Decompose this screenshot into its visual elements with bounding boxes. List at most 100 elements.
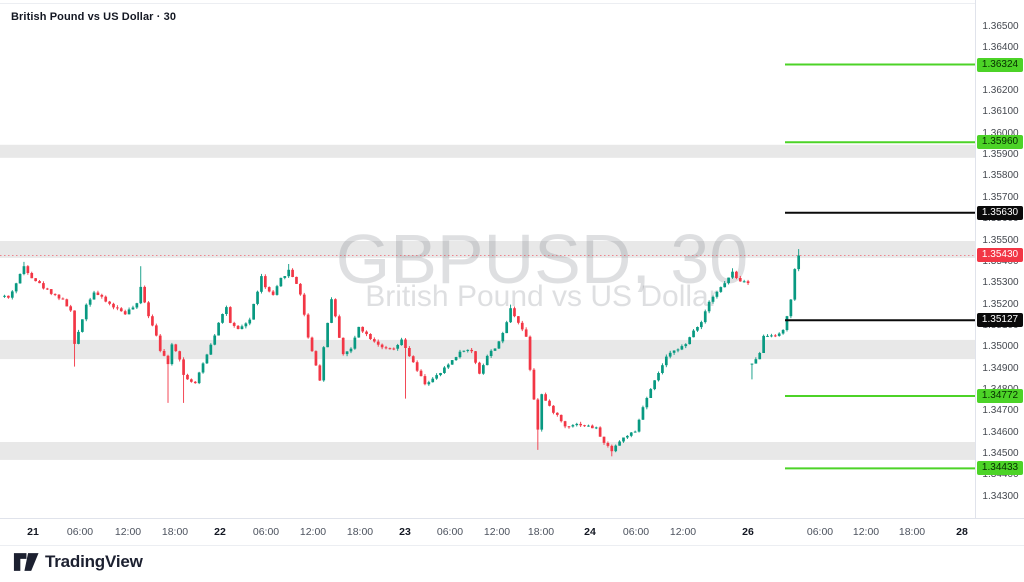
candle-body — [88, 299, 92, 305]
logo-strip: TradingView — [0, 545, 1024, 582]
candle-body — [334, 299, 337, 317]
candle-body — [26, 266, 30, 273]
price-tick-label: 1.35200 — [982, 299, 1019, 310]
tradingview-logo-text: TradingView — [45, 552, 143, 571]
candle-body — [485, 355, 489, 366]
candle-body — [692, 330, 695, 338]
candle-body — [232, 322, 236, 326]
candle-body — [92, 292, 96, 300]
candle-body — [415, 362, 419, 371]
candle-body — [567, 426, 571, 428]
price-level-lines[interactable] — [0, 63, 975, 470]
candle-body — [439, 373, 442, 376]
candle-body — [108, 301, 111, 304]
candle-body — [626, 435, 629, 438]
candle-body — [186, 374, 189, 380]
candle-body — [119, 308, 123, 312]
candle-body — [392, 348, 396, 350]
candle-body — [470, 349, 474, 352]
time-tick-label: 12:00 — [852, 526, 880, 538]
price-tick-label: 1.35300 — [982, 277, 1019, 288]
candle-body — [443, 367, 446, 373]
candle-body — [478, 362, 481, 374]
candle-body — [77, 331, 80, 344]
price-axis[interactable]: 1.365001.364001.363001.362001.361001.360… — [975, 0, 1024, 518]
candle-body — [489, 350, 493, 356]
candle-body — [606, 443, 610, 446]
candle-body — [221, 314, 224, 323]
candle-body — [42, 283, 45, 289]
price-tick-label: 1.36100 — [982, 106, 1019, 117]
candle-body — [322, 347, 326, 381]
symbol-title[interactable]: British Pound vs US Dollar · 30 — [11, 11, 177, 23]
candle-body — [337, 316, 341, 338]
candle-body — [715, 291, 719, 297]
candle-body — [657, 373, 660, 381]
candle-body — [201, 363, 205, 373]
candle-body — [302, 294, 306, 315]
candle-body — [14, 283, 18, 292]
candle-body — [618, 441, 621, 446]
candle-body — [754, 359, 758, 364]
time-tick-label: 06:00 — [436, 526, 464, 538]
tradingview-logo[interactable]: TradingView — [13, 551, 143, 573]
candle-body — [225, 307, 228, 314]
candle-body — [306, 314, 310, 338]
price-tick-label: 1.35800 — [982, 170, 1019, 181]
candle-body — [65, 299, 69, 307]
candle-body — [365, 331, 368, 335]
candle-body — [517, 316, 520, 323]
candle-body — [213, 335, 217, 345]
price-tick-label: 1.34700 — [982, 405, 1019, 416]
candle-body — [197, 372, 201, 384]
candle-body — [38, 281, 41, 284]
candle-body — [295, 276, 298, 284]
candle-body — [528, 336, 532, 370]
candle-body — [602, 436, 606, 443]
time-axis[interactable]: 21 06:00 12:00 18:00 22 06:00 12:00 18:00 23 06:0… — [0, 518, 1024, 546]
candle-body — [579, 423, 583, 426]
candle-body — [598, 427, 602, 437]
zone-band — [0, 144, 975, 158]
candle-body — [454, 357, 458, 361]
candle-body — [287, 269, 291, 277]
candle-body — [501, 333, 505, 342]
candle-body — [735, 271, 738, 278]
watermark-symbol: GBPUSD, 30 — [336, 220, 748, 298]
candle-body — [474, 351, 477, 363]
price-tick-label: 1.36400 — [982, 42, 1019, 53]
candle-body — [668, 352, 672, 357]
candle-body — [3, 295, 6, 297]
candle-body — [404, 339, 407, 348]
candle-body — [435, 375, 438, 379]
candle-body — [637, 419, 641, 432]
candle-body — [411, 356, 415, 363]
candle-body — [252, 303, 255, 320]
time-tick-label: 06:00 — [806, 526, 834, 538]
level-price-badge: 1.35127 — [977, 313, 1023, 327]
candle-body — [649, 389, 653, 398]
candle-body — [758, 353, 762, 360]
candle-body — [49, 289, 53, 294]
candle-body — [594, 427, 598, 429]
time-tick-label: 06:00 — [252, 526, 280, 538]
candle-body — [520, 322, 524, 330]
candle-body — [326, 322, 329, 348]
price-tick-label: 1.36200 — [982, 85, 1019, 96]
top-border — [0, 3, 1024, 4]
candle-body — [680, 346, 684, 350]
candle-body — [532, 369, 536, 400]
candle-body — [205, 354, 209, 364]
candle-body — [131, 307, 135, 310]
price-tick-label: 1.34300 — [982, 491, 1019, 502]
candle-body — [571, 425, 575, 427]
candle-body — [513, 308, 516, 317]
time-tick-label: 28 — [956, 526, 968, 538]
candle-body — [614, 445, 618, 452]
candle-body — [162, 350, 166, 356]
candle-body — [493, 348, 497, 351]
time-tick-label: 24 — [584, 526, 596, 538]
candlestick-chart[interactable]: GBPUSD, 30 British Pound vs US Dollar — [0, 0, 975, 518]
zone-band — [0, 442, 975, 460]
